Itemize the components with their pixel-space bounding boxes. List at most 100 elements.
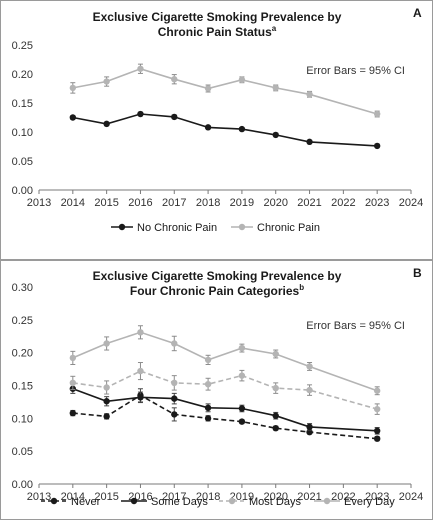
chart-a-y-tick-label: 0.05 <box>12 156 33 168</box>
chart-a-series-chronic-pain-point <box>69 84 77 92</box>
chart-a-y-tick-label: 0.00 <box>12 185 33 197</box>
chart-b-legend-every-day-swatch-marker <box>323 497 331 505</box>
chart-a-series-no-chronic-pain-point <box>272 131 279 139</box>
chart-a-x-tick-label: 2013 <box>27 197 51 209</box>
chart-b-x-tick-label: 2015 <box>94 491 118 503</box>
chart-b-series-most-days-point <box>69 379 77 387</box>
chart-b-legend: Never Some Days Most Days Every Day <box>41 496 395 508</box>
chart-b-series-every-day-point <box>238 344 246 352</box>
chart-b-error-bar-note: Error Bars = 95% CI <box>306 320 405 332</box>
chart-b-series-some-days-point <box>204 404 212 412</box>
chart-a-series-chronic-pain-point <box>373 110 381 118</box>
chart-b-series-most-days-point <box>238 372 246 379</box>
chart-a-series-no-chronic-pain-point <box>137 110 144 118</box>
chart-b-legend-every-day-label: Every Day <box>344 496 395 508</box>
chart-a-x-tick-label: 2020 <box>263 197 287 209</box>
chart-b-series-some-days-point <box>103 398 110 405</box>
chart-a-series-no-chronic-pain-point <box>306 138 313 146</box>
chart-b-title-superscript: b <box>299 283 304 292</box>
chart-b-series-never-point <box>204 415 212 422</box>
chart-a-series-no-chronic-pain-point <box>171 113 178 121</box>
chart-a-error-bar-note: Error Bars = 95% CI <box>306 65 405 77</box>
chart-a-series-chronic-pain-point <box>272 84 279 92</box>
chart-a-x-tick-label: 2014 <box>61 197 85 209</box>
chart-b-series-every-day-point <box>272 350 279 358</box>
chart-b: Exclusive Cigarette Smoking Prevalence b… <box>12 266 424 508</box>
chart-b-title-line2-text: Four Chronic Pain Categories <box>130 284 300 298</box>
chart-b-series-every-day-point <box>204 356 212 364</box>
chart-b-series-every-day-point <box>171 340 178 347</box>
chart-a-legend-no-chronic-pain-label: No Chronic Pain <box>137 222 217 234</box>
chart-b-series-never-point <box>272 424 279 432</box>
chart-b-legend-most-days-label: Most Days <box>249 496 301 508</box>
chart-a-x-tick-label: 2016 <box>128 197 152 209</box>
chart-a-title-line1: Exclusive Cigarette Smoking Prevalence b… <box>93 10 342 24</box>
chart-b-title-line1: Exclusive Cigarette Smoking Prevalence b… <box>93 269 342 283</box>
chart-b-series-never-point <box>171 411 178 418</box>
chart-a-x-tick-label: 2021 <box>297 197 321 209</box>
chart-b-x-tick-label: 2020 <box>263 491 287 503</box>
chart-b-series-some-days-point <box>238 405 246 412</box>
chart-b-legend-never-label: Never <box>71 496 101 508</box>
chart-a-title-line2: Chronic Pain Statusa <box>158 24 277 39</box>
chart-b-y-tick-label: 0.25 <box>12 315 33 327</box>
chart-b-y-tick-label: 0.20 <box>12 348 33 360</box>
chart-b-title-line2: Four Chronic Pain Categoriesb <box>130 283 304 298</box>
chart-b-series-most-days-point <box>373 405 381 413</box>
chart-b-legend-some-days-swatch-marker <box>130 497 138 505</box>
chart-b-y-tick-label: 0.15 <box>12 381 33 393</box>
chart-a-series-no-chronic-pain-point <box>373 142 381 150</box>
chart-a-x-tick-label: 2018 <box>196 197 220 209</box>
chart-b-series-never-point <box>103 413 110 420</box>
chart-b-series-some-days-point <box>373 427 381 435</box>
chart-b-series-most-days-point <box>137 367 144 375</box>
chart-a-series-chronic-pain-point <box>204 85 212 92</box>
chart-b-series-never-line <box>72 394 378 440</box>
chart-b-series-some-days-point <box>137 394 144 401</box>
chart-b-x-tick-label: 2024 <box>399 491 423 503</box>
chart-b-legend-some-days-label: Some Days <box>151 496 208 508</box>
chart-b-legend-never-swatch-marker <box>50 497 58 505</box>
chart-a-legend: No Chronic Pain Chronic Pain <box>111 222 320 234</box>
chart-a-series-chronic-pain-point <box>137 65 144 72</box>
chart-a-series-no-chronic-pain-point <box>103 120 110 128</box>
chart-b-series-some-days-line <box>72 388 378 432</box>
chart-a-series-no-chronic-pain-line <box>72 113 378 147</box>
chart-a-y-tick-label: 0.25 <box>12 40 33 52</box>
chart-b-x-tick-label: 2023 <box>365 491 389 503</box>
chart-a-x-tick-label: 2017 <box>162 197 186 209</box>
chart-b-series-most-days-line <box>72 370 378 410</box>
chart-a-x-tick-label: 2024 <box>399 197 423 209</box>
chart-b-x-tick-label: 2022 <box>331 491 355 503</box>
chart-a-title-line2-text: Chronic Pain Status <box>158 25 272 39</box>
chart-b-series-most-days-point <box>306 386 313 394</box>
chart-b-plot: 0.00 0.05 0.10 0.15 0.20 0.25 0.30 2013 2014 2015… <box>12 282 424 503</box>
chart-a-series-chronic-pain-point <box>103 78 110 85</box>
chart-b-x-tick-label: 2018 <box>196 491 220 503</box>
chart-a-y-tick-label: 0.20 <box>12 69 33 81</box>
chart-a-plot: 0.00 0.05 0.10 0.15 0.20 0.25 2013 2014 2015 2016… <box>12 40 424 209</box>
chart-a-series-no-chronic-pain-point <box>204 124 212 131</box>
chart-b-series-every-day-point <box>103 340 110 347</box>
chart-b-series-never-point <box>238 418 246 425</box>
chart-b-y-tick-label: 0.30 <box>12 282 33 294</box>
chart-a-legend-no-chronic-pain-swatch-marker <box>118 223 126 231</box>
chart-a-series-no-chronic-pain-point <box>238 125 246 133</box>
panel-b: Exclusive Cigarette Smoking Prevalence b… <box>0 260 433 520</box>
chart-b-y-tick-label: 0.05 <box>12 446 33 458</box>
chart-a-x-tick-label: 2019 <box>230 197 254 209</box>
chart-b-series-every-day-point <box>137 329 144 336</box>
chart-b-series-never-point <box>373 435 381 442</box>
chart-a-series-chronic-pain-point <box>171 76 178 83</box>
chart-b-series-every-day-line <box>72 331 378 392</box>
chart-a-x-tick-label: 2015 <box>94 197 118 209</box>
chart-b-x-tick-label: 2014 <box>61 491 85 503</box>
chart-b-series-every-day-point <box>69 354 77 362</box>
panel-a: Exclusive Cigarette Smoking Prevalence b… <box>0 0 433 260</box>
chart-b-series-some-days-point <box>272 412 279 419</box>
chart-b-legend-most-days-swatch-marker <box>228 497 236 505</box>
chart-a: Exclusive Cigarette Smoking Prevalence b… <box>12 6 424 234</box>
chart-b-y-tick-label: 0.00 <box>12 479 33 491</box>
chart-a-legend-chronic-pain-label: Chronic Pain <box>257 222 320 234</box>
chart-a-y-tick-label: 0.15 <box>12 98 33 110</box>
